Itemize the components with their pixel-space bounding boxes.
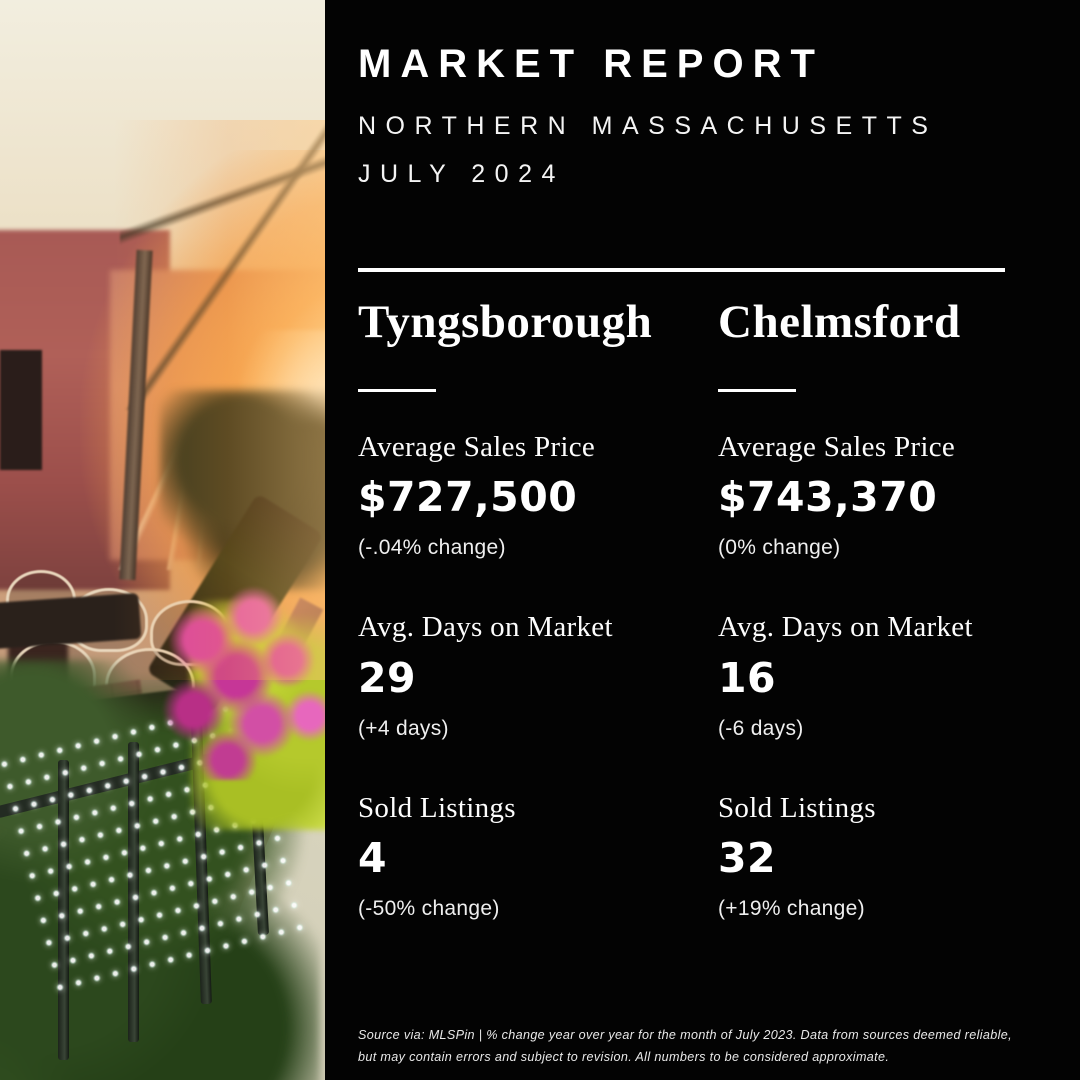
stat-average-sales-price: Average Sales Price $743,370 (0% change)	[718, 430, 1028, 561]
date-subtitle: JULY 2024	[358, 160, 565, 188]
stat-value: 32	[718, 834, 777, 883]
city-name: Chelmsford	[718, 296, 961, 348]
stat-label: Avg. Days on Market	[718, 611, 973, 644]
stat-value: 4	[358, 834, 388, 883]
region-subtitle: NORTHERN MASSACHUSETTS	[358, 112, 938, 140]
stat-label: Sold Listings	[718, 791, 876, 824]
stat-label: Sold Listings	[358, 791, 516, 824]
column-tyngsborough: Tyngsborough Average Sales Price $727,50…	[358, 296, 703, 922]
disclaimer-text: Source via: MLSPin | % change year over …	[358, 1028, 1012, 1065]
stat-label: Avg. Days on Market	[358, 611, 613, 644]
stat-avg-days-on-market: Avg. Days on Market 16 (-6 days)	[718, 610, 1028, 741]
column-chelmsford: Chelmsford Average Sales Price $743,370 …	[718, 296, 1028, 922]
stat-value: $727,500	[358, 473, 578, 522]
stat-change: (-6 days)	[718, 716, 804, 740]
stat-change: (+19% change)	[718, 897, 865, 921]
report-panel: MARKET REPORT NORTHERN MASSACHUSETTS JUL…	[325, 0, 1080, 1080]
stat-sold-listings: Sold Listings 32 (+19% change)	[718, 791, 1028, 922]
stat-change: (0% change)	[718, 536, 841, 560]
header-divider	[358, 268, 1005, 272]
stat-average-sales-price: Average Sales Price $727,500 (-.04% chan…	[358, 430, 703, 561]
street-photo	[0, 0, 325, 1080]
stat-change: (+4 days)	[358, 716, 449, 740]
stat-label: Average Sales Price	[718, 430, 956, 463]
city-name: Tyngsborough	[358, 296, 653, 348]
city-underline	[358, 388, 436, 392]
photo-window	[0, 350, 42, 470]
stat-change: (-50% change)	[358, 897, 500, 921]
stat-change: (-.04% change)	[358, 536, 506, 560]
stat-label: Average Sales Price	[358, 430, 596, 463]
photo-pink-petunias	[160, 580, 325, 780]
page-title: MARKET REPORT	[358, 42, 824, 86]
stat-value: $743,370	[718, 473, 938, 522]
stat-value: 16	[718, 653, 777, 702]
city-underline	[718, 388, 796, 392]
stat-value: 29	[358, 653, 417, 702]
stat-sold-listings: Sold Listings 4 (-50% change)	[358, 791, 703, 922]
stat-avg-days-on-market: Avg. Days on Market 29 (+4 days)	[358, 610, 703, 741]
